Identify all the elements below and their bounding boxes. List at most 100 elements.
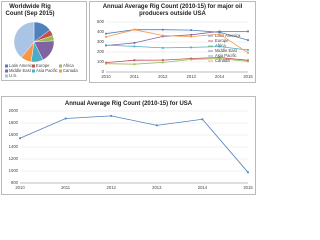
- series-line: [105, 29, 249, 54]
- point: [190, 57, 193, 60]
- legend-label: Latin America: [215, 33, 241, 38]
- x-tick-label: 2012: [107, 185, 117, 190]
- point: [105, 61, 107, 64]
- point: [133, 59, 136, 62]
- point: [161, 35, 164, 38]
- pie-panel: Latin America Europe Africa Middle East Asia…: [1, 1, 87, 81]
- point: [190, 46, 193, 49]
- legend-label: Latin America: [9, 63, 35, 68]
- line-panel: 800 1000 1200 1400 1600 1800 2000 2010 2011 2012 2…: [1, 96, 256, 195]
- point: [218, 45, 221, 48]
- line-panel: 0 100 200 300 400 500 2010 2011 2012 2013 2014 2015…: [89, 1, 256, 83]
- point: [133, 42, 136, 44]
- x-tick-label: 2010: [101, 74, 111, 79]
- chart-title: Worldwide Rig Count (Sep 2015): [5, 4, 55, 17]
- legend-label: Canada: [63, 68, 78, 73]
- legend-label: Africa: [63, 63, 74, 68]
- y-tick-label: 100: [97, 59, 105, 64]
- point: [190, 58, 193, 61]
- y-tick-label: 1600: [9, 132, 19, 137]
- point: [105, 32, 107, 35]
- legend-swatch: [5, 64, 8, 68]
- y-tick-label: 1000: [9, 168, 19, 173]
- x-tick-label: 2015: [243, 185, 253, 190]
- y-tick-label: 400: [97, 29, 105, 34]
- y-tick-label: 1400: [9, 144, 19, 149]
- y-tick-label: 500: [97, 19, 105, 24]
- legend-label: U.S.: [9, 73, 17, 78]
- point: [105, 36, 107, 38]
- legend-swatch: [5, 69, 8, 73]
- y-tick-label: 200: [97, 49, 105, 54]
- x-tick-label: 2011: [130, 74, 140, 79]
- legend-label: Europe: [215, 38, 229, 43]
- point: [161, 47, 164, 49]
- x-tick-label: 2010: [15, 185, 25, 190]
- x-tick-label: 2013: [187, 74, 197, 79]
- point: [161, 59, 164, 61]
- point: [190, 35, 193, 38]
- point: [161, 34, 164, 37]
- point: [133, 28, 136, 31]
- point: [133, 63, 136, 66]
- point: [218, 33, 221, 35]
- y-tick-label: 1800: [9, 120, 19, 125]
- y-tick-label: 2000: [9, 108, 19, 113]
- point: [201, 118, 204, 121]
- point: [105, 62, 107, 65]
- point: [247, 49, 249, 51]
- series-line: [105, 58, 249, 65]
- line-chart: 800 1000 1200 1400 1600 1800 2000 2010 2011 2012 2…: [9, 108, 254, 190]
- point: [247, 171, 249, 174]
- series-line: [105, 29, 249, 41]
- y-tick-label: 300: [97, 39, 105, 44]
- chart-title: Annual Average Rig Count (2010-15) for m…: [102, 4, 243, 17]
- point: [133, 45, 136, 48]
- point: [218, 56, 221, 59]
- legend-label: Asia Pacific: [36, 68, 58, 73]
- series-line: [19, 115, 249, 173]
- legend-label: Middle East: [9, 68, 32, 73]
- pie-slice: [13, 21, 35, 58]
- point: [247, 59, 249, 62]
- point: [218, 30, 221, 33]
- legend-swatch: [59, 64, 62, 68]
- x-tick-label: 2012: [158, 74, 168, 79]
- point: [110, 114, 113, 117]
- chart-title: Annual Average Rig Count (2010-15) for U…: [64, 101, 193, 107]
- point: [161, 28, 164, 31]
- point: [190, 33, 193, 36]
- legend-label: Canada: [215, 58, 230, 63]
- y-tick-label: 800: [11, 180, 19, 185]
- point: [105, 44, 107, 46]
- legend-swatch: [32, 69, 35, 73]
- legend-swatch: [59, 69, 62, 73]
- point: [247, 51, 249, 54]
- point: [19, 137, 21, 140]
- legend-label: Asia Pacific: [215, 53, 237, 58]
- pie-chart: Latin America Europe Africa Middle East Asia…: [5, 21, 78, 78]
- point: [64, 117, 67, 120]
- point: [218, 57, 221, 60]
- legend-swatch: [32, 64, 35, 68]
- point: [155, 124, 158, 127]
- point: [247, 39, 249, 41]
- point: [247, 30, 249, 33]
- legend-label: Africa: [215, 43, 226, 48]
- series-line: [105, 44, 249, 51]
- legend-swatch: [5, 74, 8, 78]
- series-line: [105, 57, 249, 63]
- x-tick-label: 2015: [243, 74, 253, 79]
- series-line: [105, 30, 248, 46]
- page: Latin America Europe Africa Middle East Asia…: [0, 0, 257, 196]
- y-tick-label: 1200: [9, 156, 19, 161]
- x-tick-label: 2013: [152, 185, 162, 190]
- legend-label: Europe: [36, 63, 50, 68]
- point: [190, 29, 193, 31]
- line-chart: 0 100 200 300 400 500 2010 2011 2012 2013 2014 2015…: [97, 19, 253, 79]
- legend-label: Middle East: [215, 48, 238, 53]
- y-tick-label: 0: [102, 69, 105, 74]
- x-tick-label: 2011: [61, 185, 71, 190]
- point: [161, 61, 164, 64]
- x-tick-label: 2014: [198, 185, 208, 190]
